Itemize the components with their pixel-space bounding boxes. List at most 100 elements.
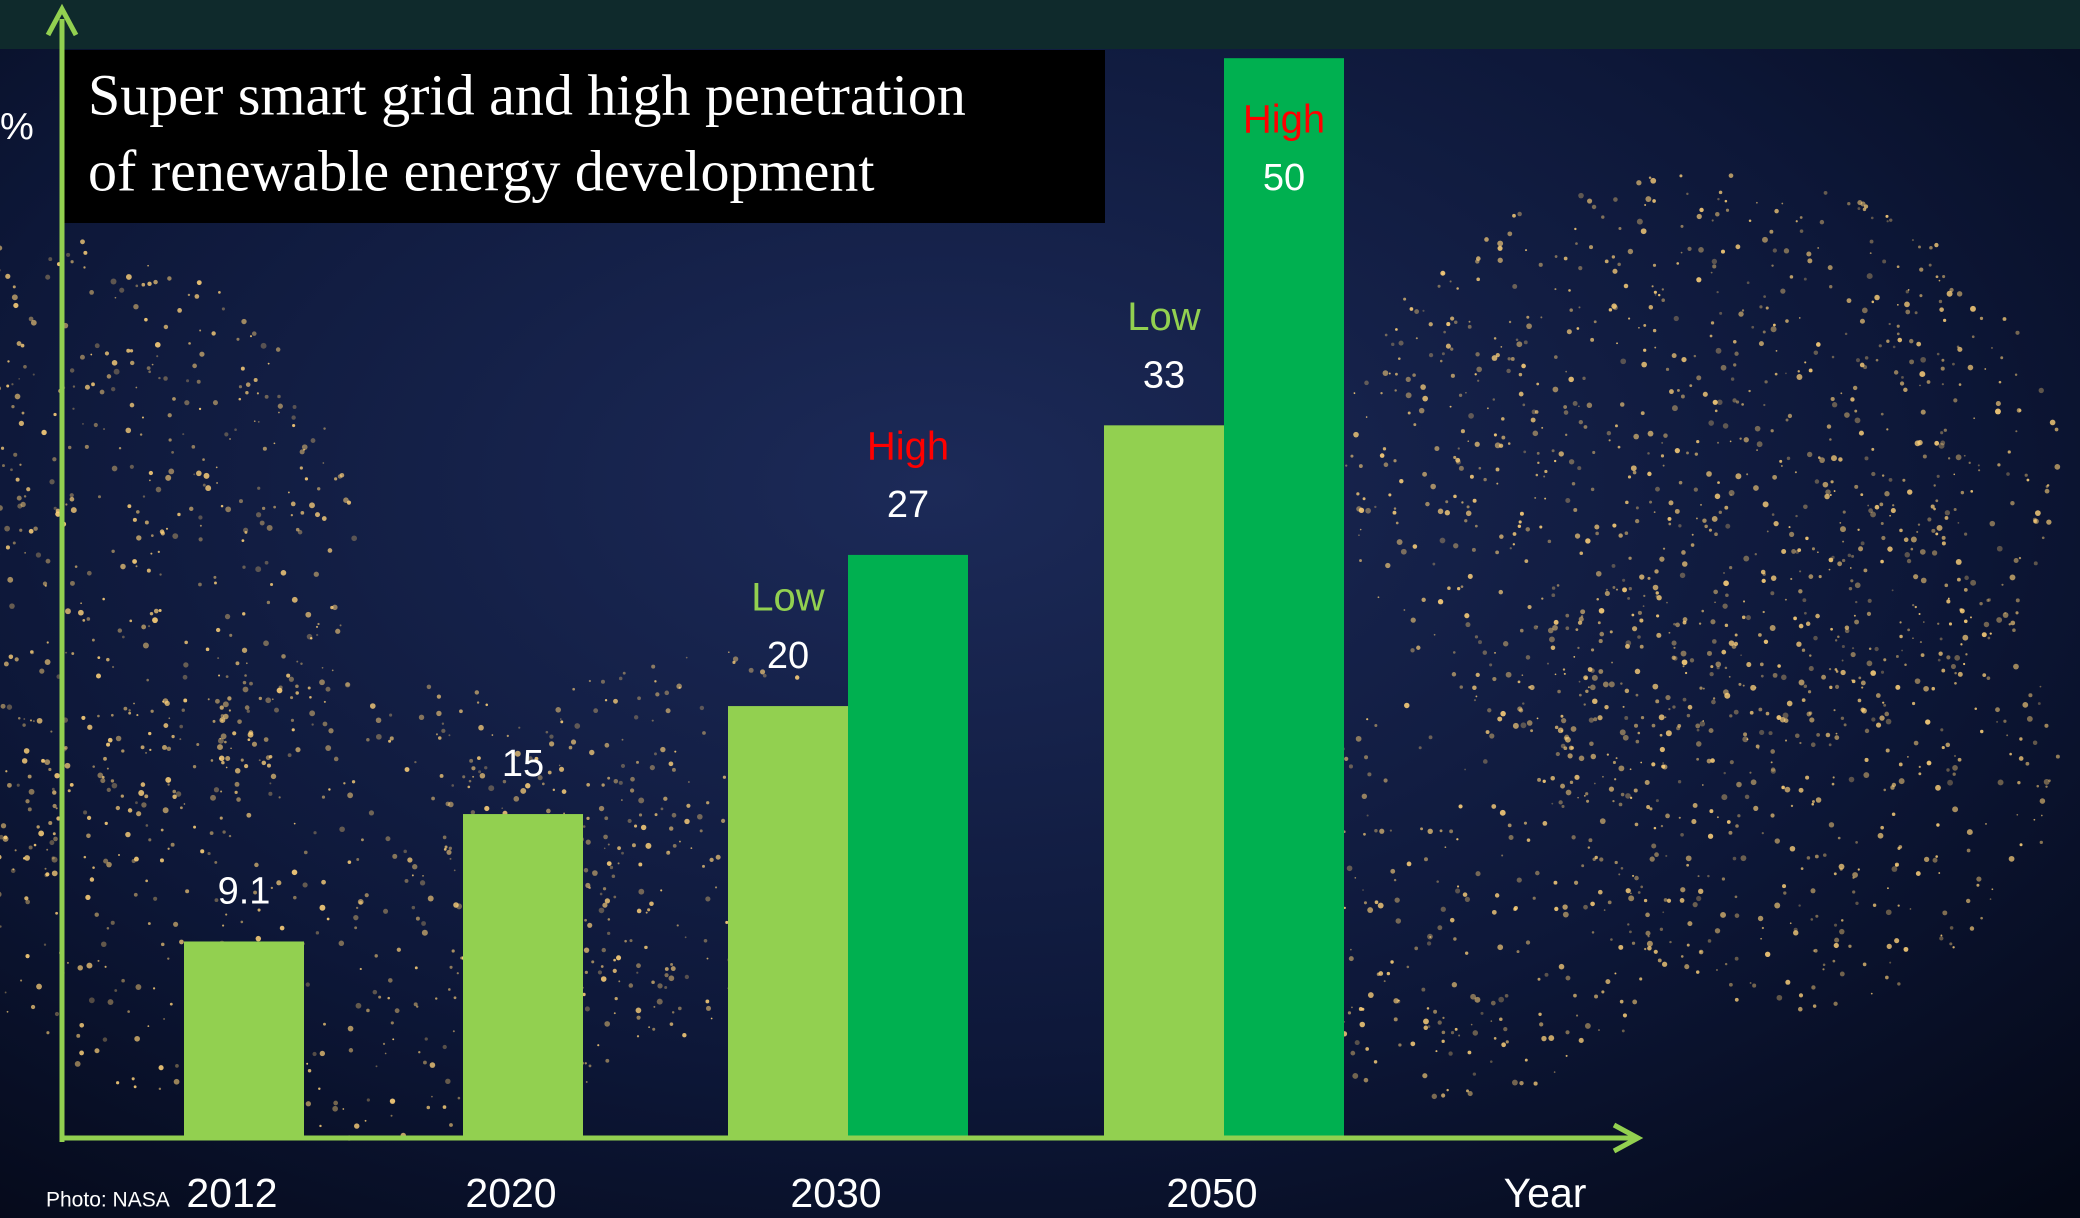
city-light — [1558, 451, 1564, 457]
city-light — [1991, 346, 1993, 349]
city-light — [1594, 994, 1599, 999]
city-light — [1465, 391, 1467, 394]
city-light — [167, 783, 170, 786]
city-light — [369, 703, 376, 709]
city-light — [668, 761, 674, 767]
city-light — [1548, 636, 1555, 643]
city-light — [1460, 585, 1464, 588]
city-light — [1712, 264, 1717, 269]
city-light — [311, 723, 314, 726]
city-light — [654, 680, 657, 683]
city-light — [638, 862, 643, 867]
city-light — [1810, 918, 1814, 921]
city-light — [156, 355, 159, 358]
city-light — [1748, 219, 1752, 223]
city-light — [1645, 930, 1651, 936]
city-light — [2013, 557, 2019, 564]
city-light — [361, 838, 364, 842]
city-light — [1817, 247, 1820, 249]
city-light — [1932, 857, 1938, 863]
city-light — [86, 833, 91, 839]
city-light — [460, 956, 464, 960]
city-light — [664, 690, 670, 696]
city-light — [135, 984, 142, 990]
city-light — [1640, 761, 1643, 764]
city-light — [106, 767, 109, 770]
city-light — [685, 656, 688, 659]
city-light — [1686, 192, 1689, 196]
city-light — [1776, 994, 1783, 1001]
city-light — [1554, 288, 1557, 291]
city-light — [120, 794, 124, 798]
city-light — [1646, 940, 1653, 947]
city-light — [183, 662, 189, 668]
city-light — [649, 765, 655, 771]
city-light — [1963, 588, 1968, 592]
city-light — [1789, 845, 1796, 852]
city-light — [1724, 666, 1728, 670]
city-light — [1680, 251, 1683, 254]
city-light — [1853, 614, 1856, 617]
city-light — [2041, 536, 2045, 540]
city-light — [1815, 342, 1821, 347]
city-light — [690, 847, 693, 849]
city-light — [146, 568, 151, 573]
city-light — [1648, 304, 1654, 310]
city-light — [1593, 782, 1596, 785]
city-light — [648, 1026, 651, 1029]
city-light — [1437, 925, 1443, 931]
city-light — [614, 997, 618, 1001]
city-light — [620, 763, 626, 768]
city-light — [87, 724, 93, 730]
city-light — [1857, 528, 1860, 531]
city-light — [1526, 315, 1530, 319]
city-light — [86, 617, 91, 621]
city-light — [1986, 598, 1990, 602]
city-light — [263, 737, 269, 742]
city-light — [426, 684, 432, 690]
city-light — [389, 713, 393, 717]
city-light — [387, 978, 393, 983]
city-light — [173, 921, 179, 927]
city-light — [666, 850, 671, 855]
city-light — [1583, 703, 1586, 706]
city-light — [194, 294, 200, 299]
city-light — [1407, 411, 1411, 415]
city-light — [1765, 711, 1770, 716]
city-light — [1783, 891, 1787, 895]
city-light — [634, 824, 638, 828]
city-light — [660, 889, 663, 892]
city-light — [14, 393, 21, 400]
city-light — [1644, 203, 1647, 206]
city-light — [1389, 829, 1392, 832]
city-light — [415, 916, 420, 921]
city-light — [1593, 320, 1597, 324]
city-light — [94, 1048, 100, 1054]
city-light — [141, 802, 147, 808]
city-light — [602, 887, 607, 891]
city-light — [1466, 1089, 1469, 1093]
city-light — [270, 582, 274, 587]
city-light — [210, 759, 214, 762]
city-light — [145, 824, 149, 827]
city-light — [478, 724, 484, 731]
city-light — [225, 766, 228, 769]
city-light — [1828, 743, 1832, 747]
city-light — [86, 815, 92, 820]
city-light — [1394, 897, 1400, 903]
city-light — [331, 669, 334, 672]
city-light — [1619, 729, 1626, 736]
bar — [1104, 425, 1224, 1139]
city-light — [312, 1051, 317, 1057]
city-light — [1799, 229, 1804, 233]
city-light — [1421, 597, 1426, 602]
city-light — [1875, 693, 1881, 698]
city-light — [1809, 654, 1812, 657]
city-light — [1584, 1023, 1591, 1029]
city-light — [106, 374, 112, 379]
city-light — [1801, 698, 1806, 703]
city-light — [1548, 1035, 1555, 1041]
city-light — [24, 855, 30, 861]
city-light — [1841, 659, 1844, 662]
city-light — [1763, 403, 1766, 407]
